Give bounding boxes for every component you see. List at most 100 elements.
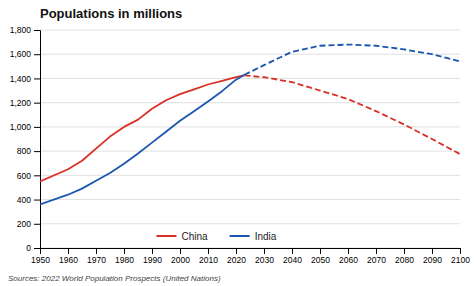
grid-line bbox=[40, 151, 460, 152]
y-axis: 0 200 400 600 800 1,000 1,200 1,400 1,600 1,800 bbox=[10, 25, 41, 253]
series-line bbox=[244, 45, 460, 75]
x-tick-label: 2100 bbox=[451, 255, 470, 265]
y-tick-label: 1,400 bbox=[10, 74, 32, 84]
x-tick-mark bbox=[404, 248, 405, 254]
x-tick-mark bbox=[432, 248, 433, 254]
x-tick-label: 2050 bbox=[311, 255, 330, 265]
x-tick: 2060 bbox=[339, 248, 358, 265]
title: Populations in millions bbox=[40, 6, 182, 21]
x-tick: 2080 bbox=[395, 248, 414, 265]
y-tick-label: 1,800 bbox=[10, 25, 32, 35]
x-tick-mark bbox=[264, 248, 265, 254]
y-tick: 600 bbox=[17, 171, 40, 181]
x-tick-mark bbox=[124, 248, 125, 254]
y-tick-mark bbox=[34, 127, 40, 128]
grid-line bbox=[40, 126, 460, 127]
plot: 1950196019701980199020002010202020302040… bbox=[10, 25, 471, 265]
y-tick-mark bbox=[34, 30, 40, 31]
x-tick-label: 2020 bbox=[227, 255, 246, 265]
y-tick-mark bbox=[34, 103, 40, 104]
legend: China India bbox=[156, 231, 276, 242]
x-tick-mark bbox=[152, 248, 153, 254]
x-tick-label: 2040 bbox=[283, 255, 302, 265]
x-tick: 1950 bbox=[31, 248, 50, 265]
x-tick: 2090 bbox=[423, 248, 442, 265]
grid-line bbox=[40, 199, 460, 200]
series-line bbox=[40, 75, 244, 181]
y-tick-mark bbox=[34, 151, 40, 152]
y-tick-label: 1,200 bbox=[10, 98, 32, 108]
y-tick-label: 1,000 bbox=[10, 122, 32, 132]
grid-line bbox=[40, 78, 460, 79]
y-tick-label: 1,600 bbox=[10, 49, 32, 59]
x-tick-label: 1990 bbox=[143, 255, 162, 265]
x-tick-mark bbox=[348, 248, 349, 254]
x-axis-line bbox=[41, 249, 461, 255]
x-tick-mark bbox=[208, 248, 209, 254]
x-tick-label: 2070 bbox=[367, 255, 386, 265]
y-tick-mark bbox=[34, 224, 40, 225]
x-tick-label: 1980 bbox=[115, 255, 134, 265]
y-tick: 1,400 bbox=[10, 74, 40, 84]
x-tick-mark bbox=[236, 248, 237, 254]
y-tick: 1,000 bbox=[10, 122, 40, 132]
x-tick-label: 2030 bbox=[255, 255, 274, 265]
y-tick: 1,800 bbox=[10, 25, 40, 35]
x-tick-mark bbox=[292, 248, 293, 254]
x-tick-mark bbox=[320, 248, 321, 254]
x-tick: 2070 bbox=[367, 248, 386, 265]
legend-label: India bbox=[255, 231, 277, 242]
x-tick-mark bbox=[180, 248, 181, 254]
chart: 1950196019701980199020002010202020302040… bbox=[0, 0, 474, 286]
x-tick-label: 2010 bbox=[199, 255, 218, 265]
x-tick: 2100 bbox=[451, 248, 470, 265]
x-tick: 2010 bbox=[199, 248, 218, 265]
y-tick-mark bbox=[34, 200, 40, 201]
y-tick-label: 0 bbox=[26, 243, 31, 253]
legend-item: India bbox=[230, 231, 277, 242]
legend-swatch bbox=[156, 235, 176, 237]
series-line bbox=[40, 75, 244, 205]
y-tick: 400 bbox=[17, 195, 40, 205]
legend-item: China bbox=[156, 231, 208, 242]
grid-line bbox=[40, 54, 460, 55]
x-axis: 1950 1960 1970 1980 1990 2000 2010 2020 2030 2040… bbox=[31, 248, 470, 265]
y-tick-label: 400 bbox=[17, 195, 31, 205]
x-tick: 2050 bbox=[311, 248, 330, 265]
x-tick: 2040 bbox=[283, 248, 302, 265]
y-tick-label: 800 bbox=[17, 146, 31, 156]
y-tick-label: 600 bbox=[17, 171, 31, 181]
series-line bbox=[244, 75, 460, 154]
x-tick-label: 2060 bbox=[339, 255, 358, 265]
grid bbox=[40, 30, 460, 248]
y-tick: 0 bbox=[26, 243, 40, 253]
x-tick-mark bbox=[460, 248, 461, 254]
y-tick-mark bbox=[34, 175, 40, 176]
x-tick: 1990 bbox=[143, 248, 162, 265]
x-tick-label: 2090 bbox=[423, 255, 442, 265]
grid-line bbox=[40, 223, 460, 224]
x-tick-label: 1960 bbox=[59, 255, 78, 265]
x-tick-label: 1950 bbox=[31, 255, 50, 265]
x-tick: 1960 bbox=[59, 248, 78, 265]
grid-line bbox=[40, 175, 460, 176]
y-tick: 800 bbox=[17, 146, 40, 156]
legend-swatch bbox=[230, 235, 250, 237]
grid-line bbox=[40, 102, 460, 103]
y-tick: 1,600 bbox=[10, 49, 40, 59]
y-tick: 1,200 bbox=[10, 98, 40, 108]
x-tick: 1980 bbox=[115, 248, 134, 265]
x-tick-mark bbox=[96, 248, 97, 254]
x-tick: 2000 bbox=[171, 248, 190, 265]
y-tick-mark bbox=[34, 248, 40, 249]
x-tick-label: 2080 bbox=[395, 255, 414, 265]
y-tick-label: 200 bbox=[17, 219, 31, 229]
grid-line bbox=[40, 30, 460, 31]
y-axis-line bbox=[34, 31, 41, 249]
x-tick: 2020 bbox=[227, 248, 246, 265]
x-tick-mark bbox=[68, 248, 69, 254]
x-tick: 2030 bbox=[255, 248, 274, 265]
x-tick-label: 1970 bbox=[87, 255, 106, 265]
y-tick: 200 bbox=[17, 219, 40, 229]
lines bbox=[40, 45, 460, 205]
